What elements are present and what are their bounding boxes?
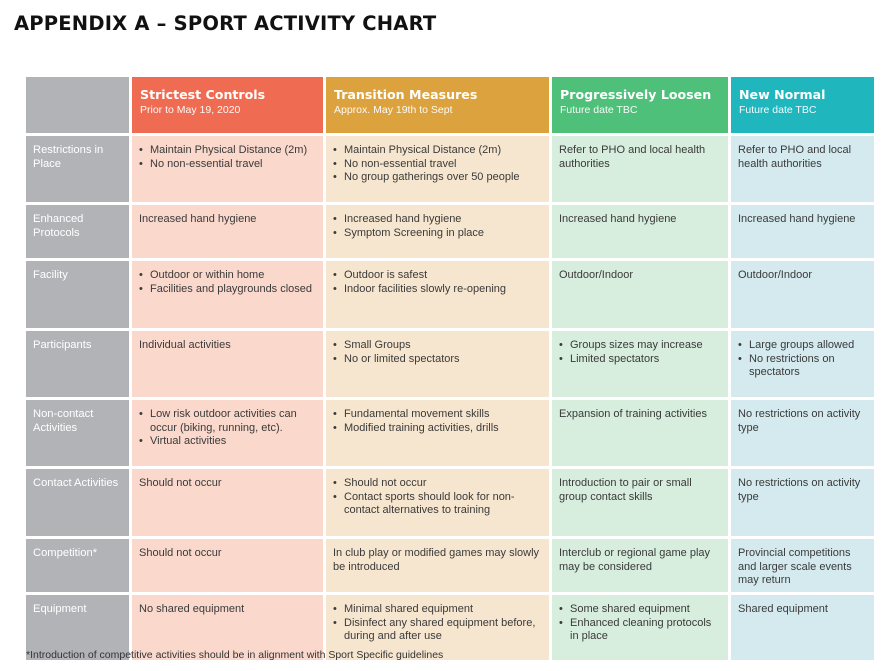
list-item: No or limited spectators bbox=[333, 353, 542, 367]
column-header-loosen: Progressively Loosen Future date TBC bbox=[552, 77, 728, 133]
list-item: Minimal shared equipment bbox=[333, 603, 542, 617]
list-item: Facilities and playgrounds closed bbox=[139, 283, 316, 297]
row-label: Enhanced Protocols bbox=[26, 205, 129, 258]
column-header-strictest: Strictest Controls Prior to May 19, 2020 bbox=[132, 77, 323, 133]
list-item: Should not occur bbox=[333, 477, 542, 491]
column-title: Transition Measures bbox=[334, 87, 478, 102]
table-cell: Fundamental movement skillsModified trai… bbox=[326, 400, 549, 466]
list-item: Maintain Physical Distance (2m) bbox=[333, 144, 542, 158]
list-item: No non-essential travel bbox=[139, 158, 316, 172]
table-cell: Small GroupsNo or limited spectators bbox=[326, 331, 549, 397]
list-item: Indoor facilities slowly re-opening bbox=[333, 283, 542, 297]
list-item: No group gatherings over 50 people bbox=[333, 171, 542, 185]
table-cell: Should not occurContact sports should lo… bbox=[326, 469, 549, 536]
bullet-list: Maintain Physical Distance (2m)No non-es… bbox=[333, 144, 542, 185]
bullet-list: Large groups allowedNo restrictions on s… bbox=[738, 339, 867, 380]
list-item: Large groups allowed bbox=[738, 339, 867, 353]
list-item: No non-essential travel bbox=[333, 158, 542, 172]
row-label: Contact Activities bbox=[26, 469, 129, 536]
bullet-list: Should not occurContact sports should lo… bbox=[333, 477, 542, 518]
list-item: Symptom Screening in place bbox=[333, 227, 542, 241]
list-item: Groups sizes may increase bbox=[559, 339, 721, 353]
table-cell: Increased hand hygiene bbox=[132, 205, 323, 258]
list-item: Some shared equipment bbox=[559, 603, 721, 617]
list-item: Modified training activities, drills bbox=[333, 422, 542, 436]
list-item: Outdoor is safest bbox=[333, 269, 542, 283]
table-cell: Shared equipment bbox=[731, 595, 874, 660]
table-cell: No restrictions on activity type bbox=[731, 469, 874, 536]
row-label: Equipment bbox=[26, 595, 129, 660]
bullet-list: Low risk outdoor activities can occur (b… bbox=[139, 408, 316, 449]
table-cell: Interclub or regional game play may be c… bbox=[552, 539, 728, 592]
header-corner bbox=[26, 77, 129, 133]
column-title: New Normal bbox=[739, 87, 826, 102]
table-cell: Individual activities bbox=[132, 331, 323, 397]
table-cell: In club play or modified games may slowl… bbox=[326, 539, 549, 592]
column-header-new-normal: New Normal Future date TBC bbox=[731, 77, 874, 133]
table-cell: No shared equipment bbox=[132, 595, 323, 660]
table-cell: Large groups allowedNo restrictions on s… bbox=[731, 331, 874, 397]
bullet-list: Small GroupsNo or limited spectators bbox=[333, 339, 542, 366]
list-item: Fundamental movement skills bbox=[333, 408, 542, 422]
sport-activity-table: Strictest Controls Prior to May 19, 2020… bbox=[26, 77, 874, 660]
list-item: Enhanced cleaning protocols in place bbox=[559, 617, 721, 644]
table-cell: Should not occur bbox=[132, 469, 323, 536]
list-item: Outdoor or within home bbox=[139, 269, 316, 283]
list-item: Maintain Physical Distance (2m) bbox=[139, 144, 316, 158]
table-cell: Maintain Physical Distance (2m)No non-es… bbox=[132, 136, 323, 202]
column-subtitle: Future date TBC bbox=[739, 104, 817, 116]
table-cell: Provincial competitions and larger scale… bbox=[731, 539, 874, 592]
row-label: Facility bbox=[26, 261, 129, 328]
table-cell: Outdoor/Indoor bbox=[731, 261, 874, 328]
list-item: Increased hand hygiene bbox=[333, 213, 542, 227]
bullet-list: Some shared equipmentEnhanced cleaning p… bbox=[559, 603, 721, 644]
table-cell: Increased hand hygiene bbox=[552, 205, 728, 258]
bullet-list: Outdoor is safestIndoor facilities slowl… bbox=[333, 269, 542, 296]
bullet-list: Groups sizes may increaseLimited spectat… bbox=[559, 339, 721, 366]
column-header-transition: Transition Measures Approx. May 19th to … bbox=[326, 77, 549, 133]
table-cell: Refer to PHO and local health authoritie… bbox=[731, 136, 874, 202]
row-label: Restrictions in Place bbox=[26, 136, 129, 202]
bullet-list: Outdoor or within homeFacilities and pla… bbox=[139, 269, 316, 296]
footnote: *Introduction of competitive activities … bbox=[26, 649, 444, 661]
table-cell: Outdoor or within homeFacilities and pla… bbox=[132, 261, 323, 328]
table-cell: Outdoor/Indoor bbox=[552, 261, 728, 328]
table-cell: Expansion of training activities bbox=[552, 400, 728, 466]
column-subtitle: Prior to May 19, 2020 bbox=[140, 104, 241, 116]
list-item: Contact sports should look for non-conta… bbox=[333, 491, 542, 518]
table-cell: No restrictions on activity type bbox=[731, 400, 874, 466]
list-item: No restrictions on spectators bbox=[738, 353, 867, 380]
column-subtitle: Future date TBC bbox=[560, 104, 638, 116]
table-cell: Groups sizes may increaseLimited spectat… bbox=[552, 331, 728, 397]
list-item: Small Groups bbox=[333, 339, 542, 353]
table-cell: Maintain Physical Distance (2m)No non-es… bbox=[326, 136, 549, 202]
table-cell: Some shared equipmentEnhanced cleaning p… bbox=[552, 595, 728, 660]
table-cell: Increased hand hygieneSymptom Screening … bbox=[326, 205, 549, 258]
table-cell: Refer to PHO and local health authoritie… bbox=[552, 136, 728, 202]
bullet-list: Minimal shared equipmentDisinfect any sh… bbox=[333, 603, 542, 644]
list-item: Virtual activities bbox=[139, 435, 316, 449]
list-item: Limited spectators bbox=[559, 353, 721, 367]
table-cell: Should not occur bbox=[132, 539, 323, 592]
bullet-list: Maintain Physical Distance (2m)No non-es… bbox=[139, 144, 316, 171]
bullet-list: Increased hand hygieneSymptom Screening … bbox=[333, 213, 542, 240]
table-cell: Outdoor is safestIndoor facilities slowl… bbox=[326, 261, 549, 328]
table-cell: Low risk outdoor activities can occur (b… bbox=[132, 400, 323, 466]
column-title: Progressively Loosen bbox=[560, 87, 712, 102]
row-label: Non-contact Activities bbox=[26, 400, 129, 466]
table-cell: Increased hand hygiene bbox=[731, 205, 874, 258]
bullet-list: Fundamental movement skillsModified trai… bbox=[333, 408, 542, 435]
column-title: Strictest Controls bbox=[140, 87, 266, 102]
table-cell: Minimal shared equipmentDisinfect any sh… bbox=[326, 595, 549, 660]
list-item: Low risk outdoor activities can occur (b… bbox=[139, 408, 316, 435]
page-title: APPENDIX A – SPORT ACTIVITY CHART bbox=[14, 12, 437, 35]
column-subtitle: Approx. May 19th to Sept bbox=[334, 104, 453, 116]
row-label: Competition* bbox=[26, 539, 129, 592]
list-item: Disinfect any shared equipment before, d… bbox=[333, 617, 542, 644]
row-label: Participants bbox=[26, 331, 129, 397]
table-cell: Introduction to pair or small group cont… bbox=[552, 469, 728, 536]
